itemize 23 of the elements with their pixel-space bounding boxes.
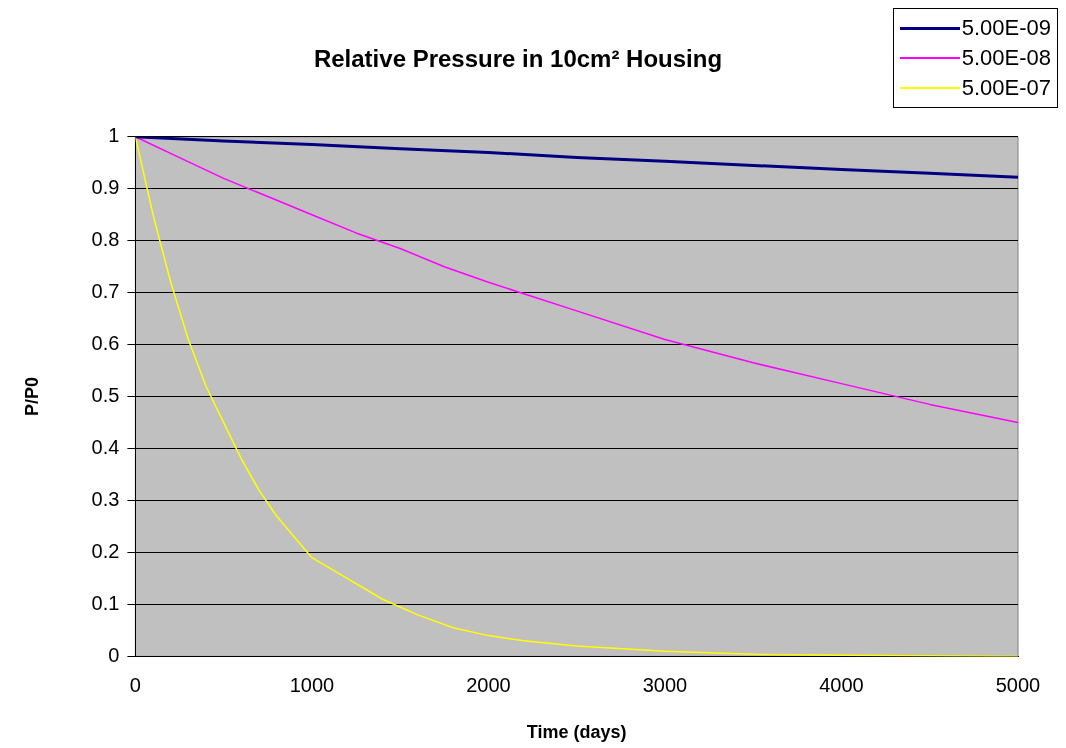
y-tick-label: 0.2 [91,540,120,562]
y-tick-label: 0.1 [91,591,120,614]
y-tick-label: 0.8 [91,228,120,251]
x-tick-label: 5000 [995,673,1041,696]
x-tick-label: 3000 [642,673,688,696]
y-tick-label: 0.7 [91,280,120,303]
y-tick-label: 0.3 [91,488,120,511]
y-axis-title: P/P0 [21,377,42,417]
x-tick-label: 1000 [289,673,335,696]
y-tick-label: 0.4 [91,436,120,459]
y-tick-label: 0.6 [91,332,120,355]
legend-label: 5.00E-08 [961,44,1051,72]
y-tick-label: 1 [108,124,120,147]
y-tick-label: 0.5 [91,384,120,407]
x-axis-title: Time (days) [526,722,627,743]
x-tick-label: 2000 [466,673,511,696]
chart-title: Relative Pressure in 10cm² Housing [313,45,723,73]
x-tick-label: 4000 [819,673,864,696]
y-tick-label: 0 [108,643,120,666]
legend-label: 5.00E-09 [961,14,1051,42]
y-tick-label: 0.9 [91,176,120,199]
legend-label: 5.00E-07 [961,74,1051,102]
x-tick-label: 0 [129,673,141,696]
